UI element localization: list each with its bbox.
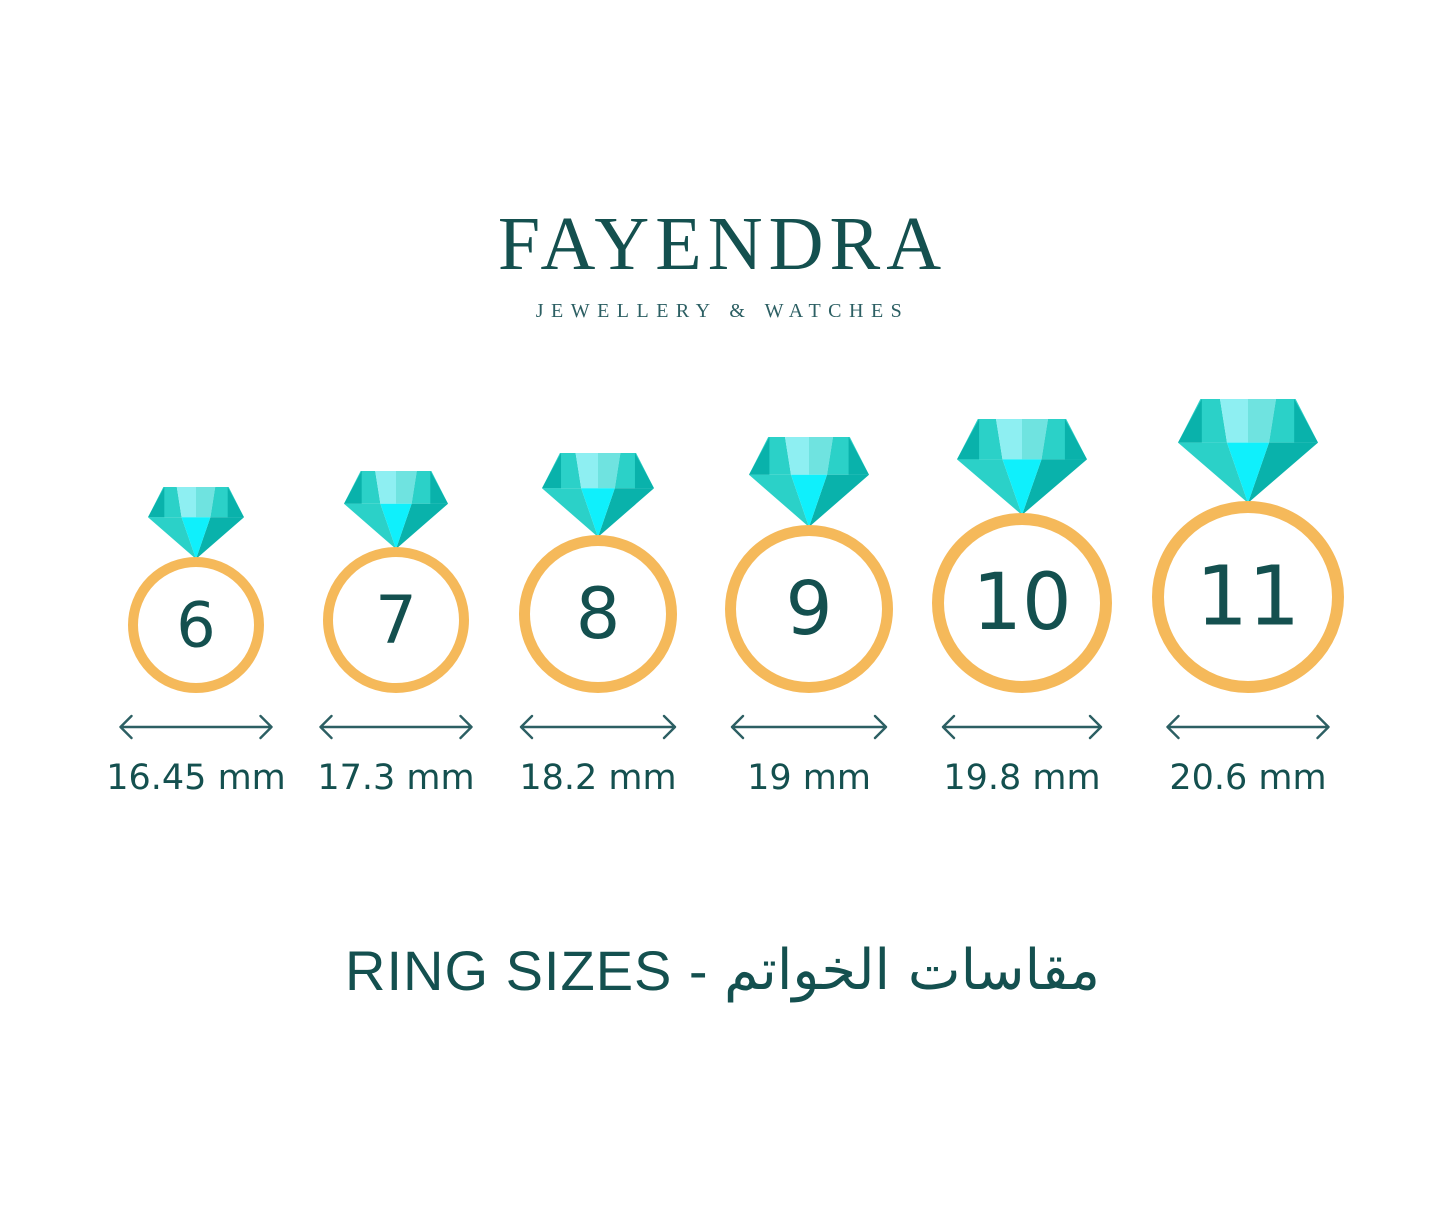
gem-facet-table-right — [1248, 399, 1276, 443]
gem-facet-table-right — [809, 437, 833, 475]
ring-size-number: 11 — [1196, 550, 1300, 645]
ring-illustration: 6 — [124, 485, 268, 695]
ring-band — [519, 535, 677, 693]
gem-facet-edge-right — [1064, 419, 1087, 460]
dimension-line — [941, 710, 1103, 744]
gem-facet-edge-left — [542, 453, 562, 489]
dimension-arrow-icon — [730, 714, 888, 740]
dimension-line — [119, 710, 274, 744]
dimension-line — [730, 710, 888, 744]
ring-size-number: 7 — [375, 582, 417, 659]
ring-illustration: 11 — [1148, 397, 1348, 695]
ring-measurement-label: 18.2 mm — [519, 758, 677, 798]
brand-logo: FAYENDRA JEWELLERY & WATCHES — [0, 206, 1445, 323]
diamond-gem-icon — [957, 419, 1087, 515]
gem-facet-table-right — [598, 453, 621, 489]
ring-cell: 10 19.8 mm — [902, 419, 1142, 860]
diamond-gem-icon — [344, 471, 448, 549]
gem-facet-table-left — [176, 487, 196, 518]
gem-facet-edge-left — [148, 487, 165, 518]
gem-facet-pavilion-core — [1227, 442, 1269, 503]
gem-facet-pavilion-left — [957, 459, 1022, 515]
gem-facet-pavilion-right — [196, 517, 244, 559]
ring-measurement-label: 17.3 mm — [317, 758, 475, 798]
ring-band — [1152, 501, 1344, 693]
gem-facet-pavilion-core — [380, 503, 412, 549]
diamond-gem-icon — [148, 487, 244, 559]
gem-facet-edge-right — [634, 453, 654, 489]
ring-measurement-label: 16.45 mm — [106, 758, 286, 798]
ring-size-number: 10 — [972, 558, 1071, 648]
dimension-arrow-icon — [1166, 714, 1330, 740]
ring-size-number: 6 — [176, 589, 215, 662]
ring-cell: 6 16.45 mm — [76, 440, 316, 860]
diamond-gem-icon — [542, 453, 654, 537]
ring-illustration: 9 — [721, 435, 897, 695]
ring-size-number: 9 — [785, 566, 832, 652]
dimension-line — [1166, 710, 1331, 744]
gem-facet-table-right — [196, 487, 216, 518]
ring-cell: 11 20.6 mm — [1128, 399, 1368, 860]
gem-facet-pavilion-right — [1022, 459, 1087, 515]
chart-title-english: RING SIZES — [345, 939, 673, 1002]
dimension-line — [519, 710, 677, 744]
gem-facet-edge-right — [227, 487, 244, 518]
gem-facet-table-right — [1022, 419, 1048, 460]
gem-facet-table-left — [575, 453, 598, 489]
gem-facet-pavilion-left — [344, 503, 396, 549]
brand-subtitle: JEWELLERY & WATCHES — [535, 300, 910, 322]
ring-band — [323, 547, 469, 693]
dimension-arrow-icon — [941, 714, 1103, 740]
gem-facet-pavilion-left — [148, 517, 196, 559]
ring-size-chart: 6 16.45 mm 7 17.3 mm 8 18.2 mm 9 19 mm 10 19.8 mm… — [0, 399, 1445, 860]
ring-band — [725, 525, 893, 693]
dimension-arrow-icon — [319, 714, 473, 740]
gem-facet-edge-left — [957, 419, 980, 460]
chart-title: RING SIZES - مقاسات الخواتم — [0, 938, 1445, 1003]
dimension-arrow-icon — [519, 714, 677, 740]
chart-title-separator: - — [688, 939, 708, 1002]
diamond-gem-icon — [749, 437, 869, 527]
ring-illustration: 7 — [319, 469, 473, 695]
chart-title-arabic: مقاسات الخواتم — [723, 938, 1100, 1003]
brand-wordmark: FAYENDRA — [497, 202, 948, 286]
gem-facet-pavilion-right — [396, 503, 448, 549]
ring-band — [128, 557, 264, 693]
ring-band — [932, 513, 1112, 693]
dimension-arrow-icon — [119, 714, 273, 740]
ring-cell: 7 17.3 mm — [276, 440, 516, 860]
gem-facet-table-left — [375, 471, 396, 504]
gem-facet-edge-left — [749, 437, 770, 475]
dimension-line — [319, 710, 474, 744]
gem-facet-table-left — [785, 437, 809, 475]
ring-measurement-label: 20.6 mm — [1169, 758, 1327, 798]
ring-cell: 9 19 mm — [689, 437, 929, 860]
ring-measurement-label: 19 mm — [747, 758, 871, 798]
gem-facet-table-right — [396, 471, 417, 504]
gem-facet-pavilion-core — [791, 474, 827, 527]
gem-facet-pavilion-core — [1002, 459, 1042, 515]
ring-size-number: 8 — [576, 573, 621, 655]
ring-cell: 8 18.2 mm — [478, 440, 718, 860]
ring-illustration: 10 — [928, 417, 1116, 695]
gem-facet-table-left — [996, 419, 1022, 460]
ring-illustration: 8 — [515, 451, 681, 695]
gem-facet-pavilion-core — [581, 488, 615, 537]
diamond-gem-icon — [1178, 399, 1318, 503]
gem-facet-pavilion-core — [181, 517, 211, 559]
gem-facet-table-left — [1220, 399, 1248, 443]
gem-facet-edge-right — [848, 437, 869, 475]
ring-measurement-label: 19.8 mm — [943, 758, 1101, 798]
